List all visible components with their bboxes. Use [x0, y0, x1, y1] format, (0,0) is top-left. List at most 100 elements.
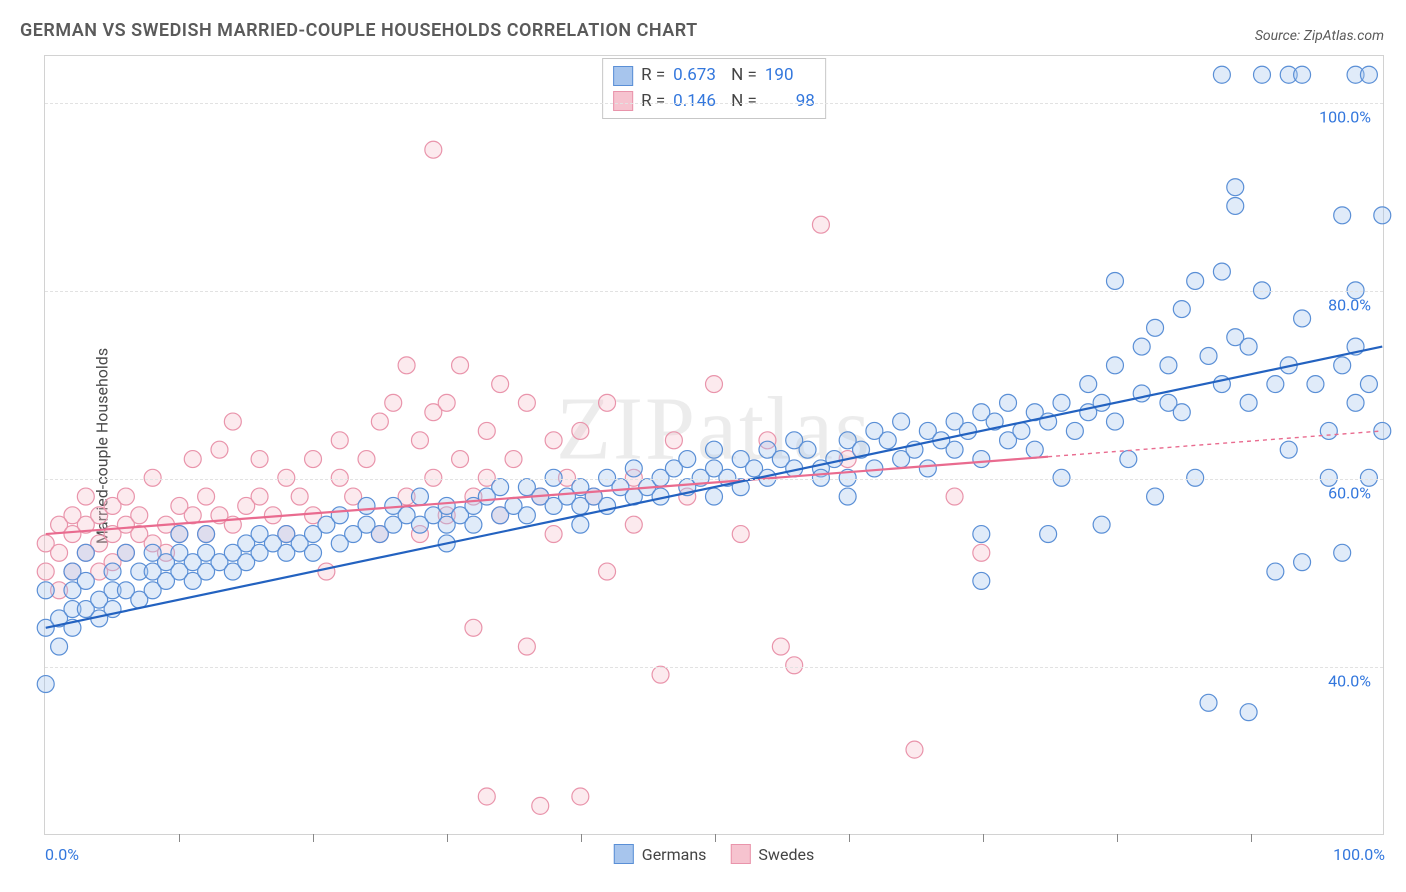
data-point — [1347, 394, 1364, 411]
data-point — [1360, 376, 1377, 393]
data-point — [452, 451, 469, 468]
data-point — [706, 488, 723, 505]
data-point — [786, 657, 803, 674]
data-point — [1334, 207, 1351, 224]
x-tick — [313, 834, 314, 842]
swatch-germans-icon — [614, 844, 634, 864]
data-point — [224, 413, 241, 430]
y-tick-label: 80.0% — [1328, 295, 1371, 314]
data-point — [1240, 394, 1257, 411]
data-point — [37, 582, 54, 599]
data-point — [1053, 394, 1070, 411]
source-attribution: Source: ZipAtlas.com — [1255, 28, 1384, 44]
data-point — [385, 394, 402, 411]
data-point — [572, 422, 589, 439]
data-point — [198, 526, 215, 543]
data-point — [973, 526, 990, 543]
data-point — [1200, 347, 1217, 364]
x-tick — [1251, 834, 1252, 842]
data-point — [545, 526, 562, 543]
data-point — [1026, 441, 1043, 458]
data-point — [505, 451, 522, 468]
data-point — [973, 544, 990, 561]
data-point — [532, 797, 549, 814]
n-label: N = — [731, 89, 757, 115]
data-point — [411, 432, 428, 449]
data-point — [331, 507, 348, 524]
data-point — [1133, 338, 1150, 355]
x-tick-label: 100.0% — [1333, 845, 1385, 864]
x-tick-label: 0.0% — [45, 845, 79, 864]
data-point — [919, 460, 936, 477]
data-point — [826, 451, 843, 468]
data-point — [665, 432, 682, 449]
data-point — [545, 432, 562, 449]
data-point — [251, 451, 268, 468]
data-point — [211, 441, 228, 458]
gridline — [45, 291, 1383, 292]
gridline — [45, 479, 1383, 480]
x-tick — [581, 834, 582, 842]
r-value-swedes: 0.146 — [673, 89, 723, 115]
x-tick — [1117, 834, 1118, 842]
data-point — [1267, 376, 1284, 393]
gridline — [45, 667, 1383, 668]
data-point — [1173, 301, 1190, 318]
data-point — [77, 572, 94, 589]
swatch-swedes-icon — [730, 844, 750, 864]
x-tick — [179, 834, 180, 842]
data-point — [1200, 694, 1217, 711]
scatter-svg — [45, 56, 1383, 834]
data-point — [371, 413, 388, 430]
data-point — [438, 394, 455, 411]
data-point — [358, 451, 375, 468]
x-tick — [983, 834, 984, 842]
data-point — [1080, 376, 1097, 393]
data-point — [1147, 319, 1164, 336]
y-tick-label: 100.0% — [1319, 107, 1371, 126]
data-point — [973, 572, 990, 589]
data-point — [1334, 544, 1351, 561]
data-point — [812, 469, 829, 486]
data-point — [1360, 66, 1377, 83]
data-point — [679, 451, 696, 468]
data-point — [599, 563, 616, 580]
legend-label-swedes: Swedes — [758, 845, 814, 864]
chart-container: GERMAN VS SWEDISH MARRIED-COUPLE HOUSEHO… — [0, 0, 1406, 892]
plot-area: ZIPatlas R = 0.673 N = 190 R = 0.146 N =… — [44, 55, 1384, 835]
chart-title: GERMAN VS SWEDISH MARRIED-COUPLE HOUSEHO… — [20, 20, 698, 41]
data-point — [117, 488, 134, 505]
data-point — [425, 141, 442, 158]
data-point — [1294, 310, 1311, 327]
data-point — [772, 638, 789, 655]
data-point — [478, 788, 495, 805]
data-point — [331, 469, 348, 486]
data-point — [1294, 554, 1311, 571]
data-point — [518, 507, 535, 524]
data-point — [812, 216, 829, 233]
data-point — [465, 619, 482, 636]
data-point — [425, 469, 442, 486]
data-point — [1120, 451, 1137, 468]
data-point — [51, 638, 68, 655]
data-point — [518, 638, 535, 655]
y-tick-label: 60.0% — [1328, 483, 1371, 502]
data-point — [1000, 394, 1017, 411]
data-point — [1213, 66, 1230, 83]
data-point — [599, 394, 616, 411]
data-point — [171, 526, 188, 543]
n-label: N = — [731, 63, 757, 89]
data-point — [465, 516, 482, 533]
data-point — [1066, 422, 1083, 439]
y-tick-label: 40.0% — [1328, 671, 1371, 690]
legend-label-germans: Germans — [642, 845, 707, 864]
data-point — [1227, 197, 1244, 214]
data-point — [1294, 66, 1311, 83]
data-point — [545, 469, 562, 486]
data-point — [1013, 422, 1030, 439]
n-value-swedes: 98 — [765, 89, 815, 115]
data-point — [198, 488, 215, 505]
r-label: R = — [641, 63, 665, 89]
data-point — [1307, 376, 1324, 393]
data-point — [625, 460, 642, 477]
